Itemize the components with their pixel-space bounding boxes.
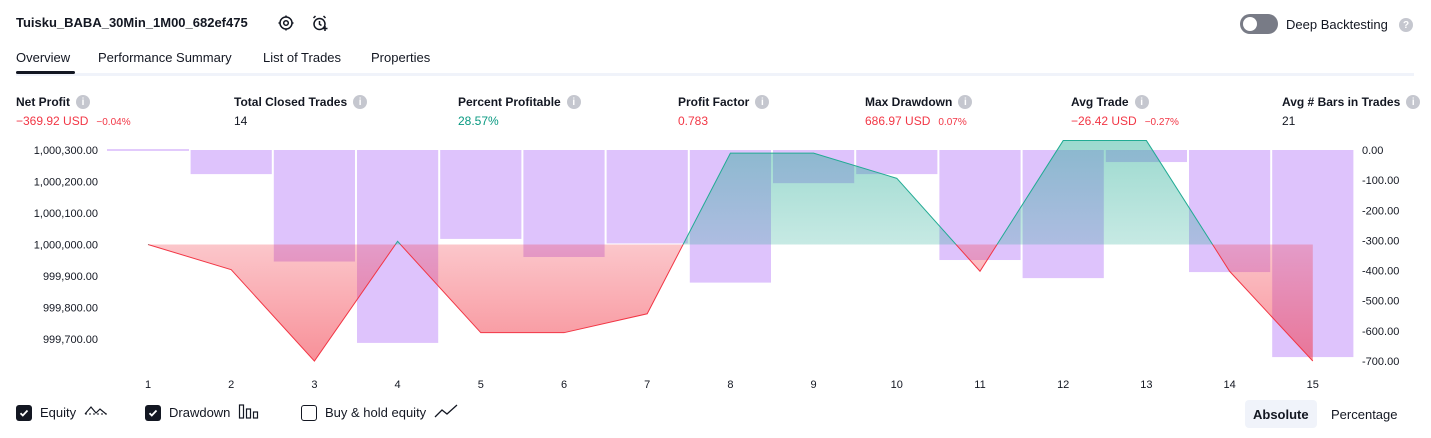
x-tick-label: 5 (478, 379, 484, 391)
metric-net-profit-label: Net Profit i (16, 95, 90, 109)
x-tick-label: 14 (1223, 379, 1235, 391)
equity-label: Equity (40, 405, 77, 420)
equity-checkbox[interactable] (16, 404, 32, 421)
help-icon[interactable]: ? (1399, 18, 1413, 32)
buy-hold-line-icon (434, 403, 458, 422)
equity-line-icon (84, 403, 108, 422)
metric-max-drawdown-label: Max Drawdown i (865, 95, 973, 109)
toggle-knob (1243, 17, 1257, 31)
x-tick-label: 13 (1140, 379, 1152, 391)
drawdown-label: Drawdown (169, 405, 231, 420)
tab-overview[interactable]: Overview (16, 50, 71, 65)
metric-profit-factor-label: Profit Factor i (678, 95, 770, 109)
equity-loss-area (148, 244, 1313, 362)
y-left-tick-label: 999,800.00 (43, 302, 98, 314)
metric-avg-trade-value: −26.42 USD −0.27% (1071, 114, 1179, 128)
y-right-tick-label: -100.00 (1362, 175, 1399, 187)
x-tick-label: 15 (1307, 379, 1319, 391)
metric-avg-trade-label: Avg Trade i (1071, 95, 1149, 109)
info-icon[interactable]: i (1134, 95, 1149, 109)
x-tick-label: 11 (974, 379, 985, 391)
equity-line-loss (147, 244, 1314, 362)
alarm-add-icon[interactable] (310, 13, 330, 33)
info-icon[interactable]: i (958, 95, 973, 109)
drawdown-bar (523, 150, 605, 258)
active-tab-indicator (16, 71, 75, 74)
x-tick-label: 1 (145, 379, 151, 391)
percentage-toggle-button[interactable]: Percentage (1331, 406, 1398, 422)
metric-percent-profitable-label: Percent Profitable i (458, 95, 581, 109)
y-left-tick-label: 999,700.00 (43, 334, 98, 346)
x-tick-label: 4 (395, 379, 401, 391)
x-tick-label: 3 (311, 379, 317, 391)
tab-performance-summary[interactable]: Performance Summary (98, 50, 232, 65)
buy-hold-label: Buy & hold equity (325, 405, 427, 420)
metric-avg-bars-value: 21 (1282, 114, 1296, 128)
x-tick-label: 12 (1057, 379, 1069, 391)
x-tick-label: 2 (228, 379, 234, 391)
tab-properties[interactable]: Properties (371, 50, 431, 65)
drawdown-bar (273, 150, 355, 262)
y-right-tick-label: 0.00 (1362, 145, 1383, 157)
y-left-tick-label: 1,000,100.00 (34, 208, 98, 220)
equity-drawdown-chart[interactable]: 1,000,300.00 1,000,200.00 1,000,100.00 1,00… (0, 140, 1431, 395)
metric-total-closed-trades-value: 14 (234, 114, 248, 128)
buy-hold-checkbox[interactable] (301, 404, 317, 421)
x-tick-label: 10 (891, 379, 903, 391)
equity-line-profit (148, 140, 1214, 245)
metric-total-closed-trades-label: Total Closed Trades i (234, 95, 368, 109)
tab-divider (16, 73, 1414, 76)
y-right-tick-label: -200.00 (1362, 205, 1399, 217)
deep-backtesting-label: Deep Backtesting (1286, 17, 1388, 32)
strategy-title: Tuisku_BABA_30Min_1M00_682ef475 (16, 15, 248, 30)
absolute-toggle-button[interactable]: Absolute (1245, 400, 1317, 428)
drawdown-bar (190, 150, 272, 175)
y-left-tick-label: 1,000,300.00 (34, 145, 98, 157)
y-left-tick-label: 1,000,200.00 (34, 176, 98, 188)
info-icon[interactable]: i (76, 95, 90, 109)
y-right-tick-label: -300.00 (1362, 235, 1399, 247)
tab-list-of-trades[interactable]: List of Trades (263, 50, 342, 65)
y-right-tick-label: -500.00 (1362, 296, 1399, 308)
deep-backtesting-toggle[interactable] (1240, 14, 1278, 34)
metric-net-profit-value: −369.92 USD −0.04% (16, 114, 131, 128)
metric-percent-profitable-value: 28.57% (458, 114, 499, 128)
x-tick-label: 6 (561, 379, 567, 391)
y-right-tick-label: -400.00 (1362, 266, 1399, 278)
metric-profit-factor-value: 0.783 (678, 114, 709, 128)
x-tick-label: 8 (727, 379, 733, 391)
settings-gear-icon[interactable] (276, 13, 296, 33)
x-tick-label: 7 (644, 379, 650, 391)
y-left-tick-label: 999,900.00 (43, 271, 98, 283)
x-tick-label: 9 (811, 379, 817, 391)
info-icon[interactable]: i (566, 95, 581, 109)
legend-equity[interactable]: Equity (16, 403, 108, 422)
legend-buy-hold-equity[interactable]: Buy & hold equity (301, 403, 458, 422)
y-right-tick-label: -700.00 (1362, 356, 1399, 368)
metric-avg-bars-label: Avg # Bars in Trades i (1282, 95, 1421, 109)
info-icon[interactable]: i (1406, 95, 1421, 109)
metric-max-drawdown-value: 686.97 USD 0.07% (865, 114, 967, 128)
y-left-tick-label: 1,000,000.00 (34, 239, 98, 251)
drawdown-bar (606, 150, 688, 244)
info-icon[interactable]: i (755, 95, 770, 109)
y-right-tick-label: -600.00 (1362, 326, 1399, 338)
legend-drawdown[interactable]: Drawdown (145, 403, 260, 422)
drawdown-checkbox[interactable] (145, 404, 161, 421)
info-icon[interactable]: i (353, 95, 368, 109)
drawdown-bar (440, 150, 522, 239)
drawdown-bars-icon (238, 403, 260, 422)
equity-profit-area (395, 140, 1213, 245)
